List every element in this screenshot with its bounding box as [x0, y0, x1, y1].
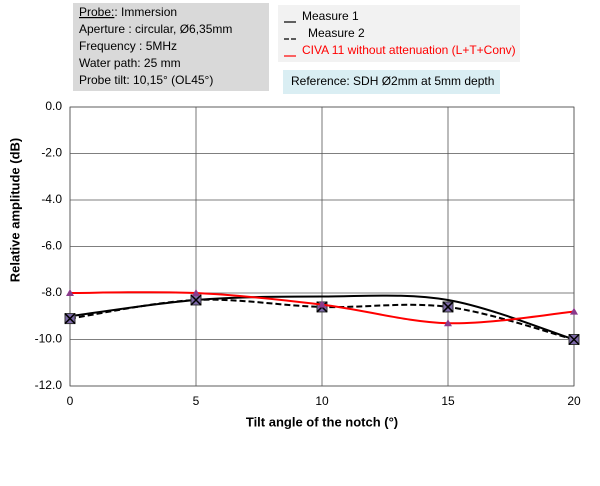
point-marker	[570, 307, 578, 315]
info-line: Aperture : circular, Ø6,35mm	[79, 22, 232, 36]
y-tick-label: -10.0	[35, 332, 63, 346]
x-axis-title: Tilt angle of the notch (°)	[246, 414, 398, 429]
y-tick-label: -8.0	[41, 285, 62, 299]
legend-label: Measure 1	[302, 9, 359, 23]
point-marker	[568, 333, 580, 346]
point-marker	[192, 289, 200, 296]
marker-cross	[190, 294, 202, 306]
x-tick-label: 15	[441, 394, 455, 408]
y-tick-label: -12.0	[35, 378, 63, 392]
marker-cross	[568, 333, 580, 346]
info-line: : Immersion	[114, 5, 177, 19]
info-box	[73, 3, 269, 91]
x-tick-label: 0	[67, 394, 74, 408]
reference-text: Reference: SDH Ø2mm at 5mm depth	[291, 74, 494, 88]
x-tick-label: 10	[315, 394, 329, 408]
marker-cross	[442, 301, 454, 313]
point-marker	[190, 294, 202, 306]
legend-box	[278, 5, 520, 62]
info-label: Probe:	[79, 5, 114, 19]
y-tick-label: -6.0	[41, 239, 62, 253]
info-line: Water path: 25 mm	[79, 56, 181, 70]
y-tick-label: -2.0	[41, 146, 62, 160]
legend-label: Measure 2	[308, 26, 365, 40]
reference-box	[283, 70, 500, 94]
info-line: Probe tilt: 10,15° (OL45°)	[79, 73, 213, 87]
y-tick-label: 0.0	[45, 99, 62, 113]
x-tick-label: 5	[193, 394, 200, 408]
point-marker	[64, 313, 76, 325]
y-tick-label: -4.0	[41, 192, 62, 206]
x-tick-label: 20	[567, 394, 581, 408]
point-marker	[66, 289, 74, 296]
legend-label: CIVA 11 without attenuation (L+T+Conv)	[302, 43, 516, 57]
marker-cross	[64, 313, 76, 325]
info-line: Frequency : 5MHz	[79, 39, 177, 53]
y-axis-title: Relative amplitude (dB)	[7, 138, 22, 282]
point-marker	[442, 301, 454, 313]
plot-frame	[69, 106, 575, 387]
point-marker	[444, 319, 452, 327]
point-marker	[318, 300, 326, 308]
